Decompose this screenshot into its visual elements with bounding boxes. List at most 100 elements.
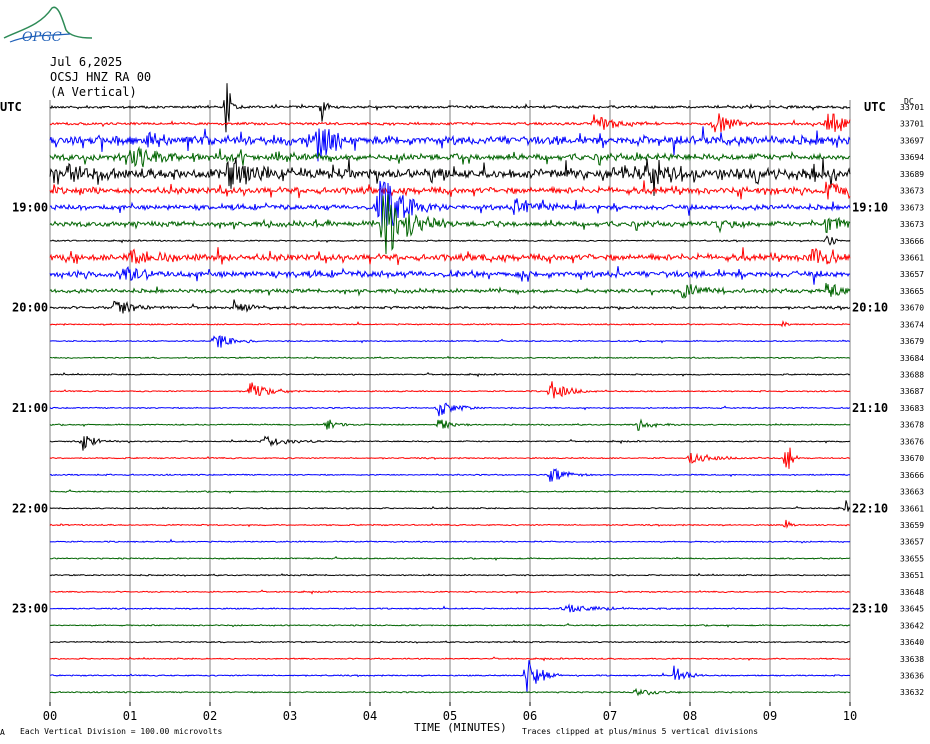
trace-row-11	[49, 282, 851, 299]
trace-row-3	[49, 146, 851, 168]
x-tick-label: 00	[43, 709, 57, 723]
utc-label-right: UTC	[864, 100, 886, 114]
trace-row-9	[49, 247, 851, 266]
dc-offset-label: 33673	[900, 220, 924, 229]
station-code: OCSJ HNZ RA 00	[50, 70, 152, 84]
trace-row-12	[49, 299, 851, 314]
trace-row-35	[50, 687, 851, 697]
dc-offset-label: 33678	[900, 421, 924, 430]
dc-offset-label: 33676	[900, 437, 924, 446]
x-tick-label: 01	[123, 709, 137, 723]
time-label-left: 20:00	[12, 301, 48, 315]
x-tick-label: 10	[843, 709, 857, 723]
dc-offset-label: 33665	[900, 287, 924, 296]
time-label-right: 22:10	[852, 501, 888, 515]
dc-offset-label: 33673	[900, 187, 924, 196]
time-label-right: 19:10	[852, 200, 888, 214]
dc-offset-label: 33638	[900, 655, 924, 664]
x-tick-label: 07	[603, 709, 617, 723]
trace-row-20	[49, 435, 851, 451]
trace-row-7	[49, 194, 851, 255]
time-label-right: 20:10	[852, 301, 888, 315]
dc-offset-label: 33687	[900, 387, 924, 396]
dc-offset-label: 33697	[900, 136, 924, 145]
dc-offset-label: 33688	[900, 371, 924, 380]
dc-offset-label: 33645	[900, 605, 924, 614]
trace-row-0	[49, 83, 851, 133]
trace-row-1	[49, 113, 851, 133]
trace-row-13	[49, 319, 851, 328]
trace-row-4	[49, 157, 851, 196]
dc-offset-label: 33673	[900, 203, 924, 212]
x-tick-label: 05	[443, 709, 457, 723]
dc-offset-label: 33670	[900, 454, 924, 463]
time-label-left: 19:00	[12, 200, 48, 214]
plot-date: Jul 6,2025	[50, 55, 123, 69]
dc-label: DC	[904, 97, 914, 106]
dc-offset-label: 33684	[900, 354, 924, 363]
x-axis-title: TIME (MINUTES)	[414, 721, 507, 734]
trace-row-21	[49, 447, 851, 469]
dc-offset-label: 33651	[900, 571, 924, 580]
division-note: Each Vertical Division = 100.00 microvol…	[20, 727, 223, 736]
dc-offset-label: 33648	[900, 588, 924, 597]
trace-row-15	[50, 355, 850, 360]
dc-offset-label: 33657	[900, 270, 924, 279]
time-label-left: 22:00	[12, 501, 48, 515]
time-label-right: 23:10	[852, 602, 888, 616]
component-label: (A Vertical)	[50, 85, 137, 99]
trace-row-30	[49, 603, 851, 613]
dc-offset-label: 33659	[900, 521, 924, 530]
x-tick-label: 06	[523, 709, 537, 723]
opgc-logo: OPGC	[3, 6, 93, 45]
corner-mark: A	[0, 728, 5, 737]
dc-offset-label: 33661	[900, 253, 924, 262]
trace-row-14	[49, 335, 850, 348]
dc-offset-label: 33636	[900, 671, 924, 680]
trace-row-32	[49, 639, 851, 644]
time-label-left: 21:00	[12, 401, 48, 415]
trace-row-18	[49, 402, 851, 417]
trace-row-6	[49, 180, 851, 230]
trace-row-2	[49, 126, 851, 162]
dc-offset-label: 33694	[900, 153, 924, 162]
dc-offset-label: 33642	[900, 621, 924, 630]
trace-row-34	[49, 660, 851, 693]
dc-offset-label: 33689	[900, 170, 924, 179]
trace-row-25	[49, 519, 851, 529]
dc-offset-label: 33666	[900, 471, 924, 480]
dc-offset-label: 33683	[900, 404, 924, 413]
dc-offset-label: 33666	[900, 237, 924, 246]
dc-offset-label: 33632	[900, 688, 924, 697]
time-label-left: 23:00	[12, 602, 48, 616]
trace-row-28	[49, 572, 851, 577]
dc-offset-label: 33640	[900, 638, 924, 647]
dc-offset-label: 33655	[900, 554, 924, 563]
trace-row-29	[49, 589, 851, 595]
trace-row-33	[49, 656, 851, 662]
trace-row-27	[50, 556, 851, 561]
trace-row-8	[49, 235, 851, 246]
trace-row-16	[49, 372, 851, 378]
clipping-note: Traces clipped at plus/minus 5 vertical …	[522, 727, 759, 736]
trace-row-22	[49, 468, 850, 482]
dc-offset-label: 33661	[900, 504, 924, 513]
x-tick-label: 09	[763, 709, 777, 723]
trace-row-26	[49, 538, 851, 544]
trace-row-10	[49, 265, 851, 285]
x-tick-label: 04	[363, 709, 377, 723]
dc-offset-label: 33674	[900, 320, 924, 329]
utc-label-left: UTC	[0, 100, 22, 114]
trace-row-17	[49, 381, 851, 399]
trace-row-24	[49, 500, 851, 512]
dc-offset-label: 33670	[900, 304, 924, 313]
dc-offset-label: 33663	[900, 488, 924, 497]
dc-offset-label: 33679	[900, 337, 924, 346]
time-label-right: 21:10	[852, 401, 888, 415]
x-tick-label: 03	[283, 709, 297, 723]
dc-offset-label: 33657	[900, 538, 924, 547]
trace-row-5	[49, 180, 851, 200]
trace-row-31	[49, 622, 851, 628]
x-tick-label: 08	[683, 709, 697, 723]
